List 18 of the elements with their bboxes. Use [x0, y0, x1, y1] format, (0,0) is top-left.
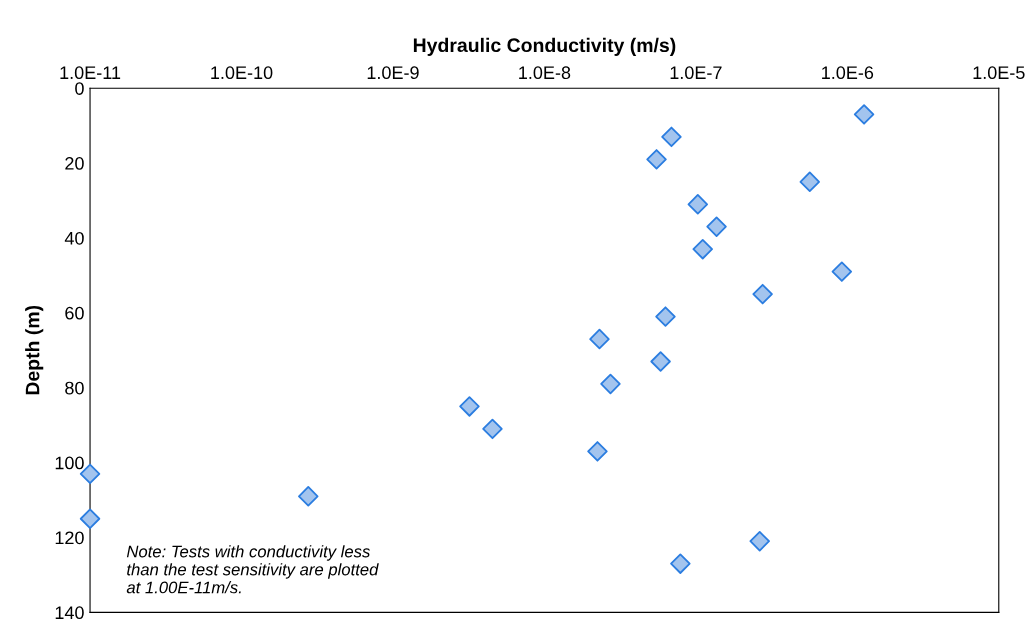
y-tick-label: 80: [65, 381, 84, 395]
x-tick-label: 1.0E-8: [519, 66, 571, 80]
y-tick-label: 20: [65, 157, 84, 170]
y-tick-label: 60: [65, 306, 84, 320]
x-tick-label: 1.0E-11: [60, 66, 121, 80]
y-tick-label: 0: [75, 82, 84, 95]
x-tick-label: 1.0E-5: [973, 66, 1025, 80]
x-tick-label: 1.0E-10: [211, 66, 273, 80]
y-tick-label: 120: [55, 531, 84, 545]
y-axis-title: Depth (m): [25, 305, 44, 395]
annotation: Note: Tests with conductivity less than the test sensitivity are plotted at 1.00E-11m/s.: [126, 545, 379, 594]
x-tick-label: 1.0E-9: [367, 66, 419, 80]
x-axis-title: Hydraulic Conductivity (m/s): [413, 37, 676, 56]
y-tick-label: 100: [55, 456, 84, 470]
y-tick-label: 40: [64, 231, 84, 245]
x-tick-label: 1.0E-6: [822, 66, 874, 80]
y-tick-label: 140: [55, 606, 84, 620]
x-tick-label: 1.0E-7: [670, 66, 722, 80]
